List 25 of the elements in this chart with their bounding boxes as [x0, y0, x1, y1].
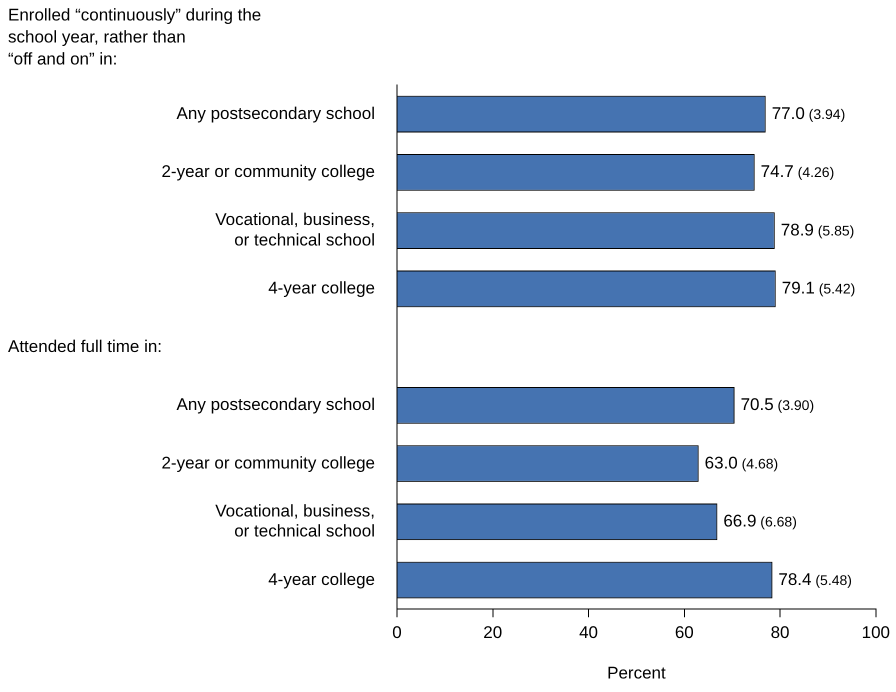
data-label: 77.0 (3.94) — [772, 104, 846, 123]
data-label: 78.9 (5.85) — [780, 220, 854, 240]
y-tick-label: 4-year college — [268, 570, 375, 589]
x-axis-title: Percent — [607, 663, 666, 682]
data-label: 74.7 (4.26) — [760, 162, 834, 182]
y-tick-label: 2-year or community college — [161, 453, 375, 472]
data-label: 70.5 (3.90) — [740, 395, 814, 414]
text: Enrolled “continuously” during the school year, rather than “off and on” in: — [8, 6, 262, 69]
data-label: 79.1 (5.42) — [782, 278, 856, 298]
text: Attended full time in: — [8, 336, 162, 356]
x-tick-label: 80 — [770, 623, 790, 642]
data-label: 63.0 (4.68) — [704, 453, 778, 472]
data-label: 78.4 (5.48) — [778, 570, 852, 589]
x-tick-label: 40 — [579, 623, 598, 642]
data-label: 66.9 (6.68) — [723, 512, 797, 531]
x-tick-label: 0 — [392, 623, 402, 642]
x-tick-label: 20 — [483, 623, 502, 642]
y-tick-label: Any postsecondary school — [176, 104, 375, 123]
y-tick-label: Any postsecondary school — [176, 395, 375, 414]
y-tick-label: 2-year or community college — [161, 162, 375, 182]
y-tick-label: Vocational, business, or technical school — [215, 210, 375, 250]
x-tick-label: 60 — [674, 623, 694, 642]
y-tick-label: 4-year college — [268, 278, 375, 298]
y-tick-label: Vocational, business, or technical school — [215, 501, 375, 541]
x-tick-label: 100 — [862, 623, 890, 642]
